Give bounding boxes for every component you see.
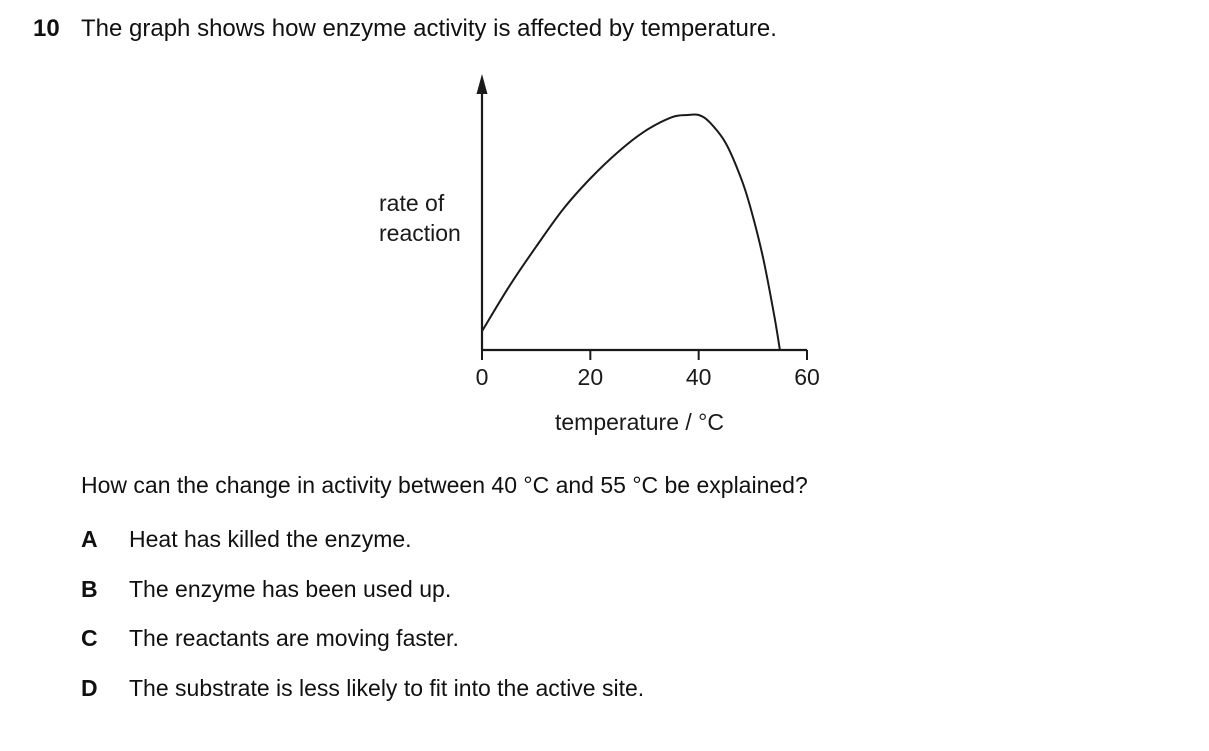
option-letter: C [81,625,98,652]
option-letter: B [81,575,98,602]
activity-curve [481,113,781,351]
option-text: The substrate is less likely to fit into… [129,675,645,702]
question-number: 10 [33,15,60,42]
x-tick-label-0: 0 [476,364,489,390]
x-tick-label-20: 20 [578,364,604,390]
x-axis-tick-labels: 0 20 40 60 [476,364,820,390]
x-tick-label-60: 60 [794,364,820,390]
x-axis-ticks [481,350,808,360]
option-letter: A [81,526,98,552]
y-axis-label: rate of reaction [379,188,461,248]
option-text: Heat has killed the enzyme. [129,526,412,552]
option-text: The enzyme has been used up. [129,575,452,602]
option-letter: D [81,675,98,702]
y-axis-arrowhead [476,74,488,94]
question-stem: The graph shows how enzyme activity is a… [81,15,777,42]
option-text: The reactants are moving faster. [129,625,459,652]
x-tick-label-40: 40 [686,364,712,390]
question-prompt: How can the change in activity between 4… [81,472,808,498]
y-axis-label-line-2: reaction [379,220,461,246]
x-axis-label: temperature / °C [555,409,724,435]
y-axis-label-line-1: rate of [379,190,445,216]
